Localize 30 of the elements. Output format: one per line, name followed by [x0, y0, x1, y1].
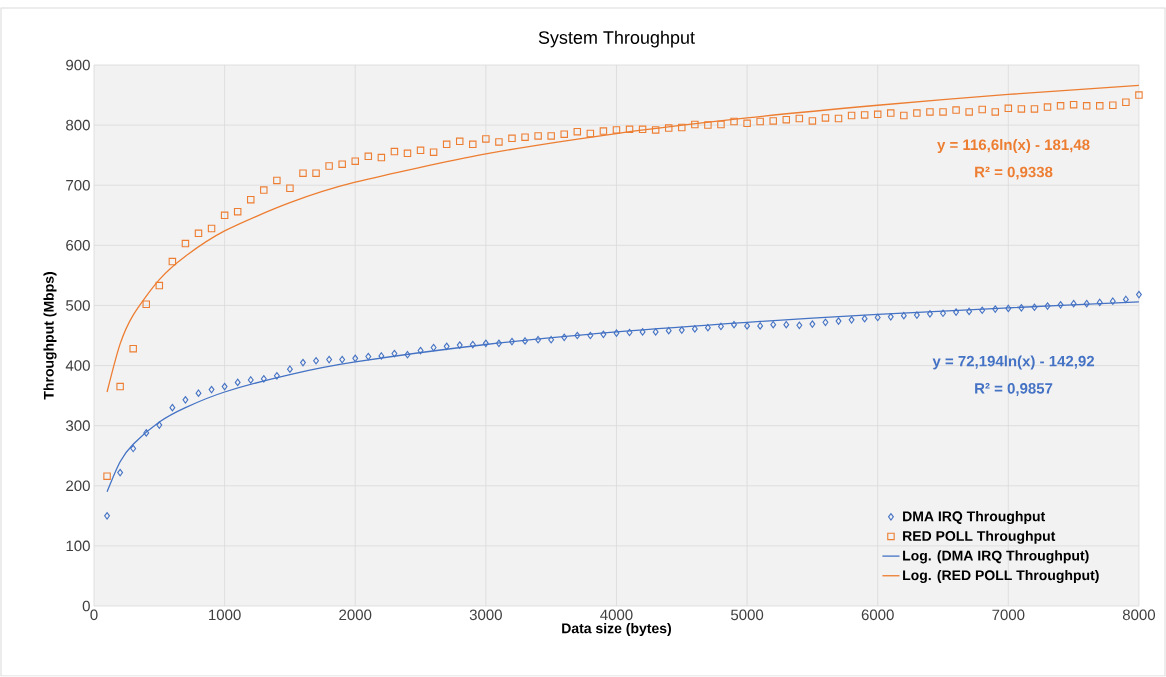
- annotation: y = 116,6ln(x) - 181,48: [937, 139, 1090, 154]
- x-tick-label: 3000: [469, 609, 502, 621]
- x-tick-label: 5000: [731, 609, 764, 621]
- y-tick-label: 0: [82, 600, 90, 612]
- y-tick-label: 900: [66, 59, 90, 71]
- x-axis-title: Data size (bytes): [562, 623, 671, 637]
- x-tick-label: 4000: [600, 609, 633, 621]
- chart-title: System Throughput: [538, 30, 695, 48]
- x-tick-label: 1000: [209, 609, 241, 621]
- legend-label: Log. (RED POLL Throughput): [903, 569, 1099, 584]
- y-tick-label: 400: [65, 360, 90, 371]
- y-tick-label: 300: [66, 420, 90, 431]
- annotation: R² = 0,9338: [975, 166, 1053, 180]
- legend-label: DMA IRQ Throughput: [903, 510, 1046, 525]
- y-tick-label: 700: [66, 179, 90, 191]
- legend-label: RED POLL Throughput: [903, 530, 1056, 544]
- y-tick-label: 800: [66, 119, 90, 131]
- x-tick-label: 8000: [1122, 609, 1156, 621]
- y-tick-label: 100: [66, 540, 90, 552]
- x-tick-label: 2000: [339, 609, 372, 621]
- x-tick-label: 7000: [992, 609, 1025, 621]
- legend-label: Log. (DMA IRQ Throughput): [903, 550, 1089, 564]
- y-axis-title: Throughput (Mbps): [43, 272, 57, 400]
- y-tick-label: 500: [66, 300, 90, 311]
- annotation: y = 72,194ln(x) - 142,92: [932, 355, 1095, 370]
- y-tick-label: 600: [66, 240, 90, 251]
- x-tick-label: 6000: [861, 609, 894, 621]
- y-tick-label: 200: [66, 480, 90, 492]
- x-tick-label: 0: [90, 609, 98, 621]
- annotation: R² = 0,9857: [975, 383, 1053, 396]
